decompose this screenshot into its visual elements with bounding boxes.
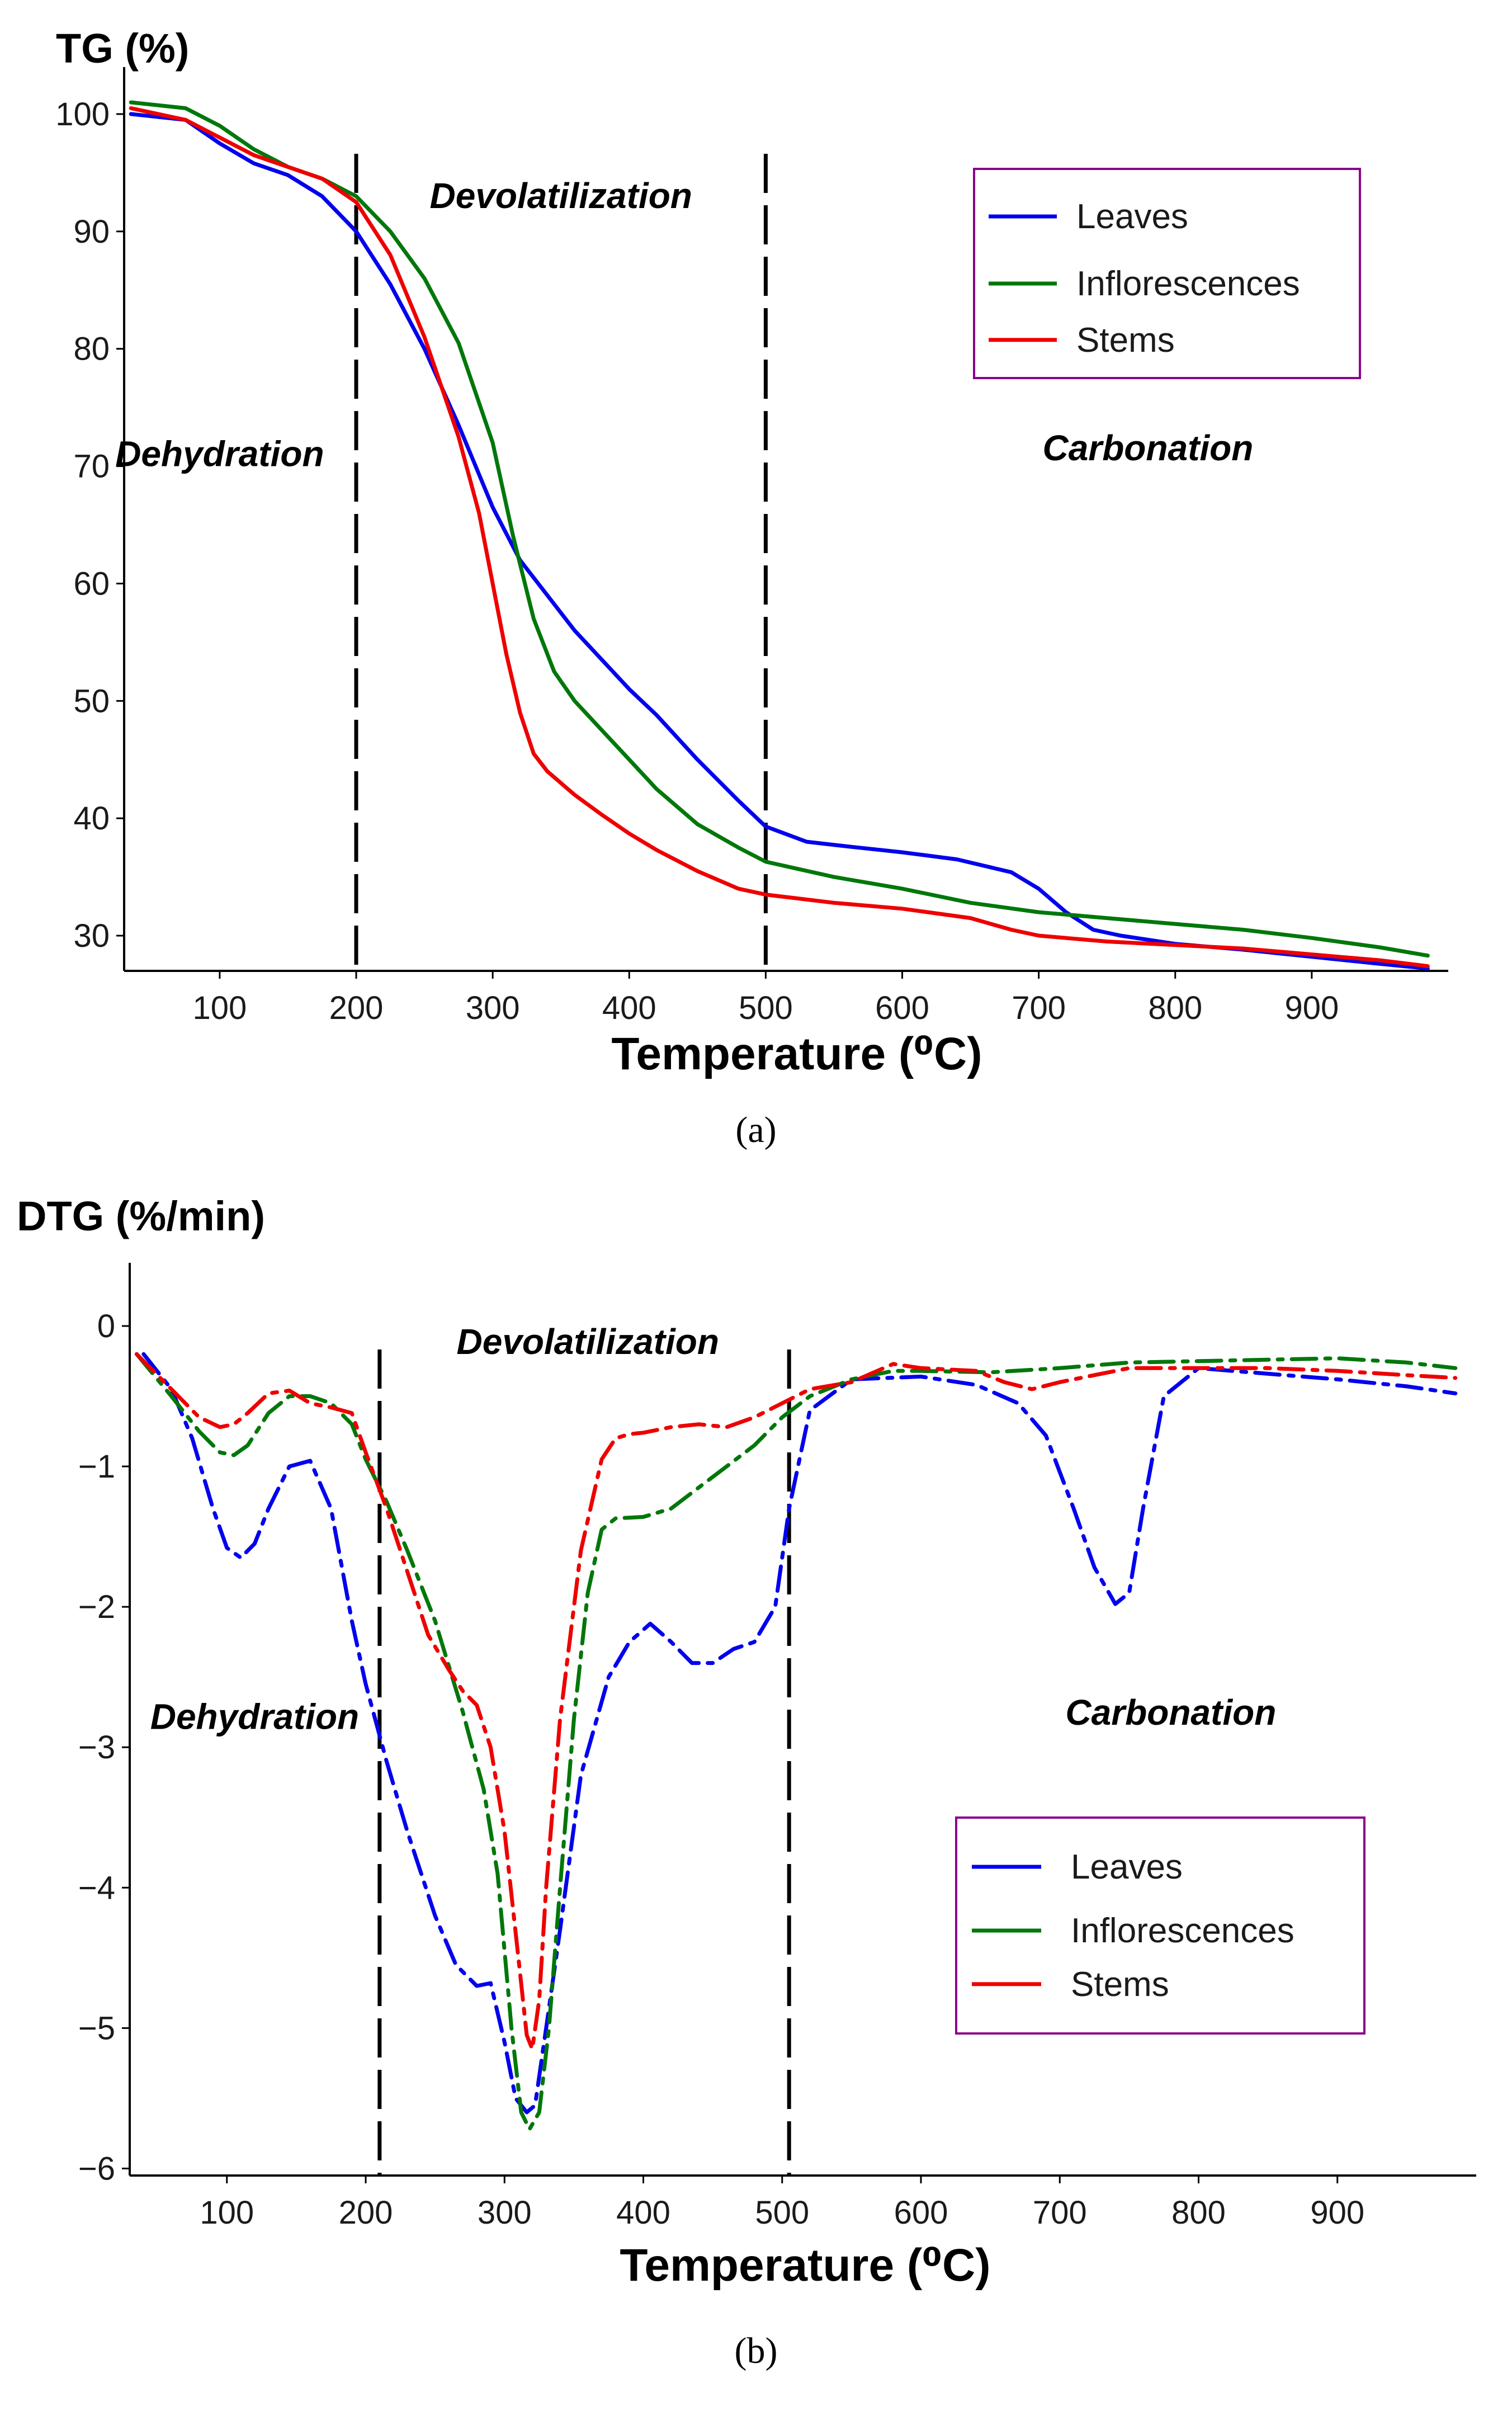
tg-legend-label-stems: Stems bbox=[1076, 321, 1175, 360]
dtg-legend-label-stems: Stems bbox=[1071, 1965, 1169, 2004]
tg-x-tick-label: 200 bbox=[329, 990, 384, 1026]
tg-x-tick-label: 800 bbox=[1148, 990, 1202, 1026]
dtg-legend-label-inflorescences: Inflorescences bbox=[1071, 1912, 1294, 1950]
tg-series-group bbox=[129, 100, 1430, 971]
tg-y-tick-label: 50 bbox=[73, 683, 110, 719]
tg-stage-dividers bbox=[354, 154, 768, 971]
tg-x-tick-label: 600 bbox=[875, 990, 929, 1026]
tg-x-tick-label: 300 bbox=[466, 990, 520, 1026]
tg-plot-area: 100 200 300 400 500 600 700 800 900 30 40 50 60 70 80 9… bbox=[55, 67, 1448, 1026]
tg-legend-label-leaves: Leaves bbox=[1076, 197, 1188, 236]
tg-panel-caption: (a) bbox=[735, 1110, 776, 1150]
dtg-series-group bbox=[134, 1352, 1458, 2131]
tg-stage-labels: Dehydration Devolatilization Carbonation bbox=[115, 176, 1253, 474]
tg-y-tick-label: 60 bbox=[73, 565, 110, 602]
dtg-x-axis-title: Temperature (⁰C) bbox=[620, 2240, 990, 2291]
tg-region-label: Carbonation bbox=[1042, 428, 1253, 468]
dtg-x-tick-label: 500 bbox=[755, 2195, 809, 2231]
tg-y-tick-label: 80 bbox=[73, 331, 110, 367]
dtg-y-tick-label: −5 bbox=[78, 2010, 115, 2046]
dtg-y-tick-label: −4 bbox=[78, 1870, 115, 1906]
dtg-stage-labels: Dehydration Devolatilization Carbonation bbox=[150, 1322, 1277, 1736]
dtg-x-tick-label: 800 bbox=[1171, 2195, 1226, 2231]
dtg-series-stems bbox=[134, 1352, 1458, 2051]
tg-x-tick-label: 400 bbox=[602, 990, 656, 1026]
dtg-y-tick-label: −6 bbox=[78, 2150, 115, 2187]
dtg-x-tick-label: 200 bbox=[339, 2195, 393, 2231]
tg-x-tick-label: 700 bbox=[1012, 990, 1066, 1026]
tg-series-leaves bbox=[129, 112, 1430, 971]
dtg-chart-panel: DTG (%/min) 100 200 300 400 500 600 700 800 900 0… bbox=[17, 1193, 1476, 2371]
dtg-legend: Leaves Inflorescences Stems bbox=[955, 1816, 1365, 2035]
dtg-stage-dividers bbox=[377, 1349, 791, 2176]
tg-series-stems bbox=[129, 106, 1430, 969]
dtg-y-tick-label: 0 bbox=[97, 1308, 115, 1344]
dtg-y-tick-label: −3 bbox=[78, 1729, 115, 1766]
tg-y-tick-label: 70 bbox=[73, 449, 110, 485]
dtg-x-tick-label: 900 bbox=[1310, 2195, 1364, 2231]
dtg-x-tick-label: 300 bbox=[478, 2195, 532, 2231]
tg-legend: Leaves Inflorescences Stems bbox=[973, 168, 1361, 379]
dtg-x-tick-label: 100 bbox=[200, 2195, 254, 2231]
tg-x-tick-label: 100 bbox=[192, 990, 247, 1026]
dtg-region-label: Carbonation bbox=[1065, 1692, 1276, 1733]
tg-y-tick-label: 30 bbox=[73, 918, 110, 954]
dtg-legend-label-leaves: Leaves bbox=[1071, 1848, 1183, 1886]
tg-x-tick-label: 900 bbox=[1284, 990, 1339, 1026]
tg-y-tick-label: 90 bbox=[73, 214, 110, 250]
dtg-x-tick-label: 600 bbox=[894, 2195, 948, 2231]
dtg-region-label: Devolatilization bbox=[457, 1322, 719, 1362]
dtg-region-label: Dehydration bbox=[150, 1697, 359, 1737]
tg-y-tick-label: 40 bbox=[73, 800, 110, 837]
dtg-y-tick-label: −2 bbox=[78, 1589, 115, 1625]
tg-region-label: Dehydration bbox=[115, 434, 324, 474]
dtg-legend-box bbox=[955, 1816, 1365, 2035]
tg-x-tick-label: 500 bbox=[739, 990, 793, 1026]
tg-x-axis-title: Temperature (⁰C) bbox=[611, 1028, 982, 1079]
dtg-plot-area: 100 200 300 400 500 600 700 800 900 0 −1 −2 −3 −4 −5 −6… bbox=[78, 1263, 1476, 2231]
tg-chart-panel: TG (%) 100 200 300 400 500 600 700 800 900 30 40 50… bbox=[55, 25, 1448, 1150]
dtg-ticks: 100 200 300 400 500 600 700 800 900 0 −1 −2 −3 −4 −5 −6 bbox=[78, 1308, 1364, 2231]
tg-ticks: 100 200 300 400 500 600 700 800 900 30 40 50 60 70 80 9… bbox=[55, 96, 1339, 1026]
dtg-panel-caption: (b) bbox=[735, 2330, 778, 2371]
dtg-series-leaves bbox=[141, 1352, 1458, 2115]
tg-y-axis-title: TG (%) bbox=[56, 25, 189, 72]
dtg-x-tick-label: 400 bbox=[616, 2195, 670, 2231]
dtg-y-tick-label: −1 bbox=[78, 1448, 115, 1485]
dtg-y-axis-title: DTG (%/min) bbox=[17, 1193, 265, 1239]
tg-region-label: Devolatilization bbox=[429, 176, 692, 216]
tg-legend-box bbox=[973, 168, 1361, 379]
tg-legend-label-inflorescences: Inflorescences bbox=[1076, 265, 1300, 303]
dtg-x-tick-label: 700 bbox=[1033, 2195, 1087, 2231]
tg-y-tick-label: 100 bbox=[55, 96, 110, 133]
